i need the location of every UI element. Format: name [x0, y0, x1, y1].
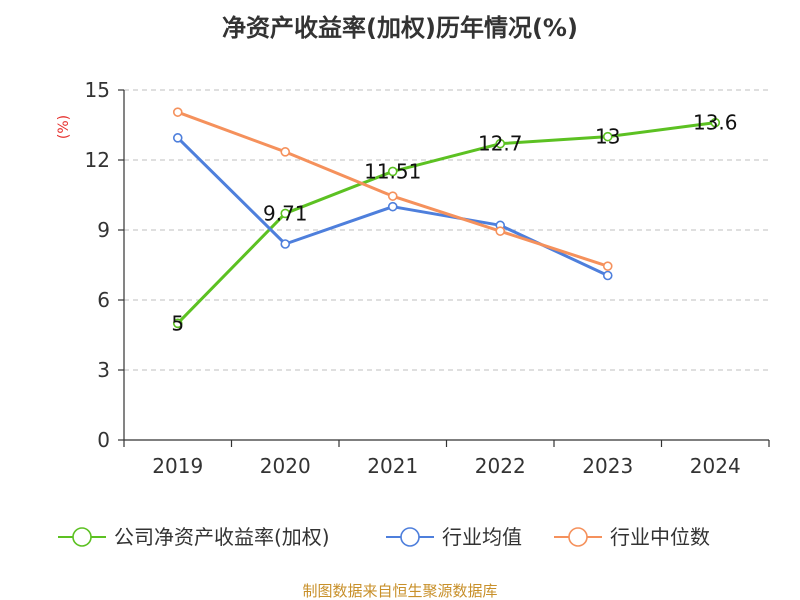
legend-label: 公司净资产收益率(加权) — [114, 525, 330, 549]
grid-lines — [124, 89, 769, 371]
data-label: 5 — [171, 311, 184, 335]
data-point — [495, 226, 506, 236]
data-label: 9.71 — [263, 201, 308, 225]
legend-item-3: 行业中位数 — [554, 525, 710, 549]
legend-marker — [568, 527, 588, 547]
data-point — [602, 131, 613, 142]
series-line — [176, 121, 716, 325]
y-axis-unit: (%) — [56, 115, 72, 139]
y-tick-label: 0 — [97, 428, 110, 452]
data-point — [172, 107, 183, 117]
data-point — [387, 166, 398, 177]
data-point — [172, 318, 183, 329]
data-point — [602, 270, 613, 281]
data-point — [602, 261, 613, 271]
series-3 — [172, 107, 613, 271]
data-point — [280, 147, 291, 157]
data-label: 13.6 — [693, 111, 738, 135]
x-tick-label: 2022 — [475, 454, 526, 478]
x-tick-label: 2020 — [260, 454, 311, 478]
chart-title: 净资产收益率(加权)历年情况(%) — [222, 14, 578, 42]
legend-item-1: 公司净资产收益率(加权) — [58, 525, 330, 549]
data-point — [387, 201, 398, 212]
data-point — [495, 138, 506, 149]
data-labels: 5 9.71 11.51 12.7 13 13.6 — [171, 111, 737, 336]
legend-marker — [72, 527, 92, 547]
data-point — [280, 208, 291, 219]
data-point — [710, 117, 721, 128]
series-lines — [172, 107, 721, 329]
data-label: 11.51 — [364, 159, 421, 183]
series-1 — [172, 117, 721, 329]
x-tick-label: 2019 — [152, 454, 203, 478]
data-label: 13 — [595, 125, 620, 149]
x-tick-label: 2023 — [582, 454, 633, 478]
legend-item-2: 行业均值 — [386, 525, 522, 549]
data-point — [280, 239, 291, 249]
data-point — [387, 191, 398, 201]
legend-marker — [400, 527, 420, 547]
legend: 公司净资产收益率(加权) 行业均值 行业中位数 — [58, 525, 710, 549]
legend-label: 行业中位数 — [610, 525, 710, 549]
y-tick-label: 6 — [97, 288, 110, 312]
series-2 — [172, 133, 613, 281]
source-note: 制图数据来自恒生聚源数据库 — [302, 582, 497, 600]
axes: 0 3 6 9 12 15 2019 2020 2021 2022 2023 2024 — [85, 78, 770, 478]
x-tick-label: 2024 — [690, 454, 741, 478]
data-point — [172, 133, 183, 143]
y-tick-label: 12 — [85, 148, 110, 172]
y-tick-label: 15 — [85, 78, 110, 102]
y-tick-label: 3 — [97, 358, 110, 382]
legend-label: 行业均值 — [442, 525, 522, 549]
data-label: 12.7 — [478, 132, 523, 156]
y-tick-label: 9 — [97, 218, 110, 242]
x-tick-label: 2021 — [367, 454, 418, 478]
series-line — [177, 110, 609, 268]
